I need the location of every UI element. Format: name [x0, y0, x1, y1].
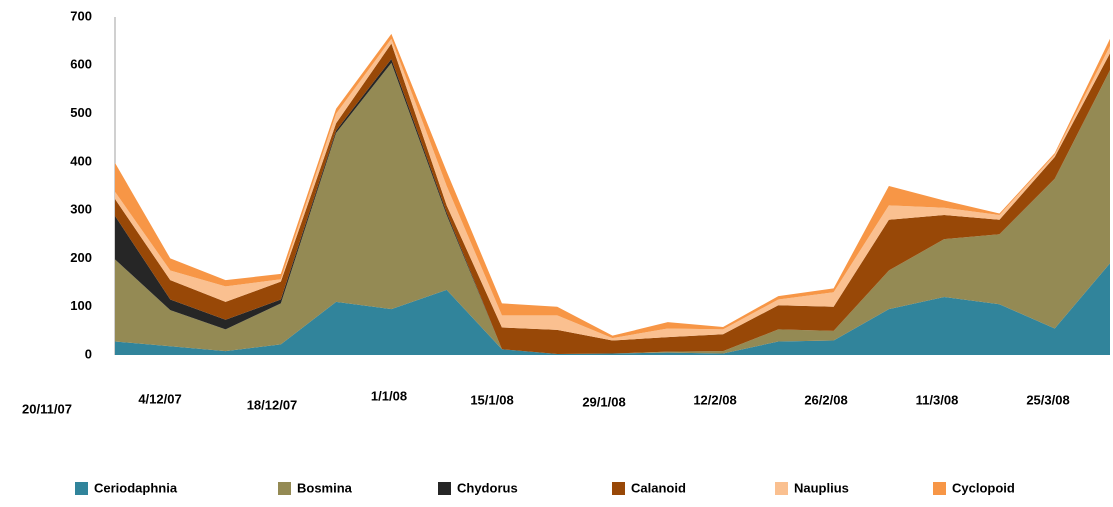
y-tick-label: 200 — [70, 250, 92, 265]
area — [115, 59, 1110, 355]
y-tick-label: 0 — [85, 346, 92, 361]
x-tick-label: 20/11/07 — [22, 401, 72, 416]
legend-swatch — [278, 482, 291, 495]
y-tick-label: 300 — [70, 202, 92, 217]
legend-label: Cyclopoid — [952, 480, 1015, 495]
legend-swatch — [933, 482, 946, 495]
y-tick-label: 700 — [70, 8, 92, 23]
legend-label: Ceriodaphnia — [94, 480, 178, 495]
y-tick-label: 400 — [70, 153, 92, 168]
legend-swatch — [775, 482, 788, 495]
legend-label: Calanoid — [631, 480, 686, 495]
x-tick-label: 29/1/08 — [582, 394, 625, 409]
legend-label: Chydorus — [457, 480, 518, 495]
legend-swatch — [75, 482, 88, 495]
x-tick-label: 18/12/07 — [247, 397, 298, 412]
legend-label: Nauplius — [794, 480, 849, 495]
y-tick-label: 500 — [70, 105, 92, 120]
y-tick-label: 600 — [70, 57, 92, 72]
x-tick-label: 1/1/08 — [371, 388, 407, 403]
area — [115, 263, 1110, 355]
x-tick-label: 15/1/08 — [470, 392, 513, 407]
y-tick-label: 100 — [70, 298, 92, 313]
x-tick-label: 4/12/07 — [138, 391, 181, 406]
x-tick-label: 25/3/08 — [1026, 392, 1069, 407]
x-tick-label: 26/2/08 — [804, 392, 847, 407]
area — [115, 62, 1110, 355]
area — [115, 43, 1110, 355]
legend-swatch — [438, 482, 451, 495]
x-tick-label: 11/3/08 — [916, 392, 959, 407]
legend-swatch — [612, 482, 625, 495]
legend-label: Bosmina — [297, 480, 353, 495]
x-tick-label: 12/2/08 — [693, 392, 736, 407]
